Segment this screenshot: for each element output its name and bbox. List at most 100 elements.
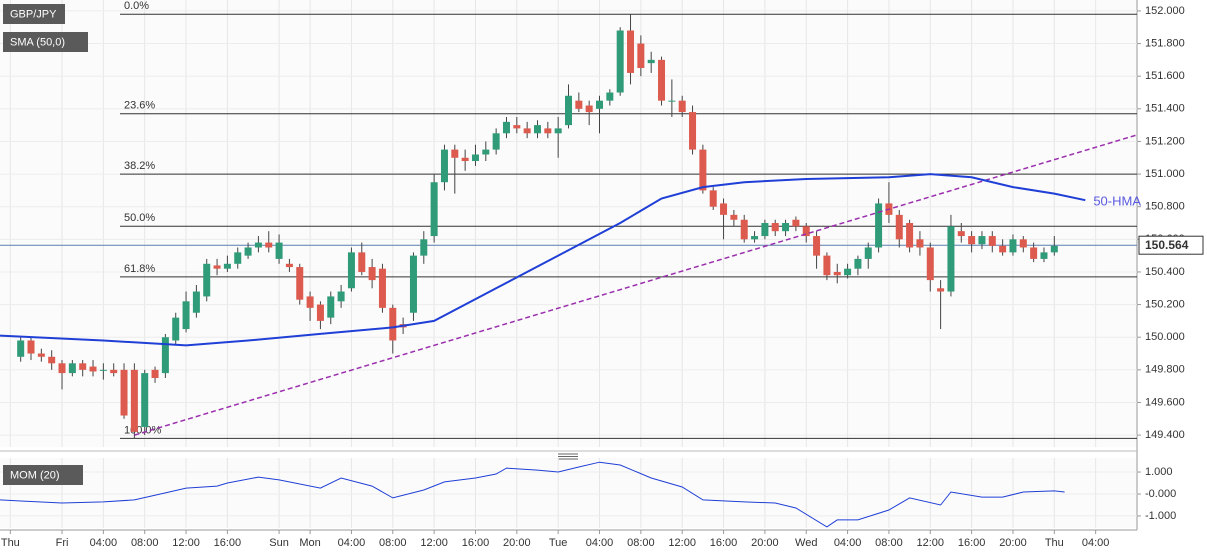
candle-body (627, 30, 635, 73)
candle-body (316, 304, 324, 321)
x-tick-label: 16:00 (214, 537, 242, 549)
candle-body (244, 247, 252, 256)
candle-body (1009, 239, 1017, 253)
x-tick-label: 04:00 (586, 537, 614, 549)
candle-body (1050, 245, 1058, 253)
fib-label: 61.8% (124, 263, 155, 275)
candle-body (502, 121, 510, 134)
y-tick-label: 149.600 (1145, 396, 1185, 408)
mom-badge[interactable] (3, 465, 83, 485)
candle-body (771, 223, 779, 232)
candle-body (203, 263, 211, 297)
x-tick-label: 04:00 (90, 537, 118, 549)
y-tick-label: -0.000 (1145, 488, 1176, 500)
candle-body (37, 353, 45, 357)
candle-body (875, 203, 883, 248)
x-tick-label: 04:00 (1082, 537, 1110, 549)
candle-body (637, 43, 645, 69)
candle-body (440, 149, 448, 183)
main-panel (0, 0, 1137, 447)
candle-body (513, 125, 521, 129)
x-tick-label: 20:00 (999, 537, 1027, 549)
candle-body (471, 154, 479, 162)
x-tick-label: 08:00 (875, 537, 903, 549)
candle-body (523, 128, 531, 134)
fib-label: 0.0% (124, 0, 149, 12)
x-tick-label: Thu (1045, 537, 1064, 549)
indicator-badge[interactable] (3, 32, 88, 52)
candle-body (988, 236, 996, 246)
x-tick-label: 08:00 (379, 537, 407, 549)
candle-body (254, 242, 262, 248)
candle-body (285, 263, 293, 268)
candle-body (751, 236, 759, 240)
candle-body (678, 100, 686, 113)
candle-body (99, 369, 107, 371)
candle-body (296, 267, 304, 300)
candle-body (740, 219, 748, 240)
candle-body (213, 265, 221, 269)
divider-handle[interactable] (558, 453, 578, 460)
candle-body (1030, 247, 1038, 259)
candle-body (802, 226, 810, 237)
candle-body (575, 100, 583, 109)
candle-body (565, 95, 572, 126)
mom-label: MOM (20) (10, 469, 60, 481)
candle-body (937, 288, 945, 292)
candle-body (926, 247, 934, 281)
candle-body (720, 203, 728, 215)
last-price-box (1138, 235, 1204, 255)
x-tick-label: Mon (299, 537, 320, 549)
x-tick-label: 08:00 (627, 537, 655, 549)
candle-body (409, 255, 417, 313)
candle-body (699, 149, 707, 191)
x-tick-label: 04:00 (338, 537, 366, 549)
x-tick-label: 08:00 (131, 537, 159, 549)
trendline (134, 134, 1138, 436)
candle-body (1019, 239, 1027, 248)
x-tick-label: 16:00 (710, 537, 738, 549)
x-tick-label: 12:00 (420, 537, 448, 549)
candle-body (482, 149, 490, 155)
x-tick-label: Wed (795, 537, 817, 549)
hma-label: 50-HMA (1093, 194, 1141, 209)
candle-body (223, 263, 231, 269)
candle-body (647, 59, 655, 64)
candle-body (864, 247, 872, 259)
candle-body (957, 231, 965, 237)
candle-body (461, 157, 469, 162)
symbol-badge[interactable] (3, 4, 65, 24)
x-tick-label: 16:00 (462, 537, 490, 549)
candle-body (192, 291, 200, 313)
candle-body (89, 366, 97, 372)
candle-body (378, 268, 386, 308)
y-tick-label: 149.800 (1145, 364, 1185, 376)
candle-body (792, 219, 800, 227)
candle-body (130, 369, 138, 432)
candle-body (265, 242, 273, 248)
candle-body (358, 252, 366, 272)
candle-body (668, 100, 676, 102)
y-tick-label: 152.000 (1145, 5, 1185, 17)
candle-body (730, 214, 738, 220)
y-tick-label: 150.800 (1145, 201, 1185, 213)
y-tick-label: 151.600 (1145, 70, 1185, 82)
candle-body (554, 128, 562, 134)
y-tick-label: 151.400 (1145, 103, 1185, 115)
candle-body (813, 236, 821, 256)
fib-label: 23.6% (124, 100, 155, 112)
candle-body (533, 125, 541, 134)
y-tick-label: 149.400 (1145, 429, 1185, 441)
x-tick-label: 12:00 (917, 537, 945, 549)
candle-body (151, 369, 159, 378)
candle-body (833, 271, 841, 276)
candle-body (420, 239, 428, 256)
candle-body (968, 236, 976, 245)
candle-body (689, 112, 697, 150)
y-tick-label: -1.000 (1145, 510, 1176, 522)
y-tick-label: 150.000 (1145, 331, 1185, 343)
candle-body (606, 92, 614, 101)
candle-body (389, 307, 397, 341)
x-tick-label: 20:00 (751, 537, 779, 549)
